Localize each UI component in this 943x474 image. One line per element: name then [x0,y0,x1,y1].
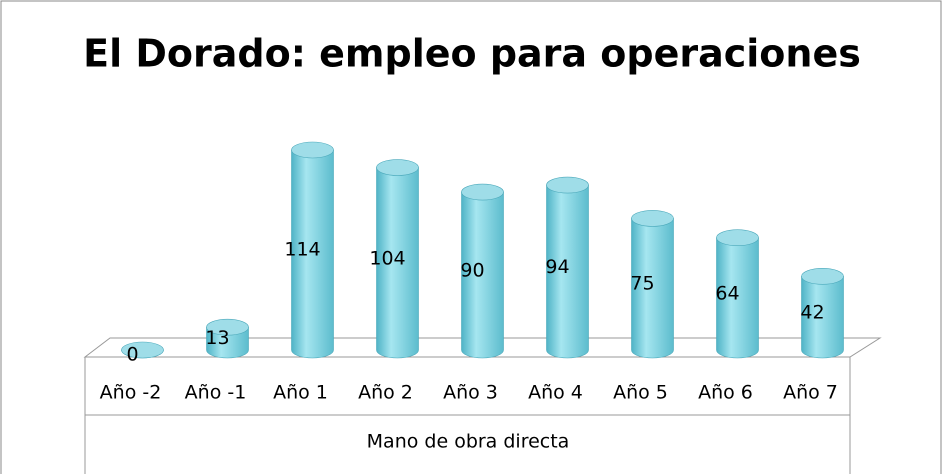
x-tick-label: Año 5 [613,382,668,404]
data-label: 94 [545,256,569,278]
cylinder-body [291,149,334,359]
bar [376,159,419,359]
cylinder-top [376,159,419,176]
bar [716,229,759,359]
x-tick-label: Año 3 [443,382,498,404]
cylinder-body [716,237,759,359]
bar [291,141,334,359]
x-tick-label: Año -1 [185,382,247,404]
cylinder-body [801,276,844,359]
data-label: 0 [126,344,138,366]
bar [801,268,844,359]
x-tick-label: Año 4 [528,382,583,404]
cylinder-body [631,218,674,359]
x-axis-label: Mano de obra directa [367,431,570,453]
cylinder-top [631,210,674,227]
cylinder-top [801,268,844,285]
x-tick-label: Año 7 [783,382,838,404]
cylinder-top [206,318,249,336]
x-tick-label: Año 6 [698,382,753,404]
cylinder-top [546,176,589,194]
cylinder-body [376,167,419,359]
bar [631,210,674,359]
x-tick-label: Año -2 [100,382,162,404]
bar [206,318,249,359]
cylinder-body [206,326,249,359]
x-tick-label: Año 1 [273,382,328,404]
data-label: 104 [369,247,405,269]
cylinder-body [546,184,589,359]
data-label: 75 [630,273,654,295]
data-label: 13 [205,327,229,349]
data-label: 114 [284,239,320,261]
cylinder-body [461,191,504,359]
cylinder-top [121,341,164,359]
data-label: 64 [715,282,739,304]
x-tick-label: Año 2 [358,382,413,404]
data-label: 42 [800,302,824,324]
bar [461,183,504,359]
chart-title: El Dorado: empleo para operaciones [83,32,861,76]
bar [546,176,589,359]
bar [121,341,164,359]
data-label: 90 [460,260,484,282]
cylinder-top [716,229,759,247]
cylinder-top [291,141,334,159]
cylinder-top [461,183,504,201]
